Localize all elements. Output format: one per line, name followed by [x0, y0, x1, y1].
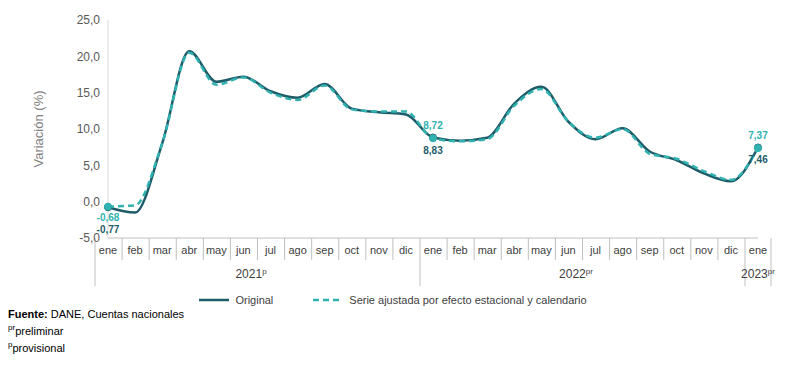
- svg-text:8,83: 8,83: [423, 145, 443, 156]
- svg-text:ene: ene: [424, 244, 442, 256]
- svg-text:abr: abr: [181, 244, 197, 256]
- svg-text:Variación (%): Variación (%): [31, 90, 46, 167]
- svg-text:oct: oct: [344, 244, 359, 256]
- svg-text:-5,0: -5,0: [79, 231, 100, 246]
- html-text:Serie ajustada por efecto esta: Serie ajustada por efecto estacional y c…: [349, 294, 587, 306]
- svg-text:0,0: 0,0: [83, 195, 100, 209]
- svg-text:feb: feb: [452, 244, 467, 256]
- svg-text:nov: nov: [695, 244, 713, 256]
- svg-text:ene: ene: [749, 244, 767, 256]
- svg-text:jun: jun: [235, 244, 251, 256]
- html-text:pprovisional: pprovisional: [8, 339, 65, 354]
- svg-text:jun: jun: [560, 244, 576, 256]
- svg-text:ene: ene: [99, 244, 117, 256]
- svg-text:5,0: 5,0: [83, 159, 100, 173]
- svg-text:feb: feb: [127, 244, 142, 256]
- svg-text:dic: dic: [399, 244, 414, 256]
- svg-text:oct: oct: [669, 244, 684, 256]
- svg-text:sep: sep: [641, 244, 659, 256]
- svg-text:-0,68: -0,68: [97, 212, 120, 223]
- svg-text:7,37: 7,37: [748, 130, 768, 141]
- svg-text:abr: abr: [506, 244, 522, 256]
- svg-text:8,72: 8,72: [423, 120, 443, 131]
- svg-text:sep: sep: [316, 244, 334, 256]
- svg-text:-0,77: -0,77: [97, 224, 120, 235]
- svg-text:jul: jul: [589, 244, 601, 256]
- svg-text:25,0: 25,0: [77, 13, 101, 27]
- svg-text:15,0: 15,0: [77, 86, 101, 100]
- svg-text:2023pr: 2023pr: [741, 267, 775, 281]
- html-text:prpreliminar: prpreliminar: [8, 323, 64, 337]
- svg-text:ago: ago: [288, 244, 306, 256]
- svg-text:dic: dic: [724, 244, 739, 256]
- svg-text:2022pr: 2022pr: [559, 267, 593, 281]
- svg-text:10,0: 10,0: [77, 122, 101, 136]
- svg-text:20,0: 20,0: [77, 50, 101, 64]
- svg-text:2021p: 2021p: [235, 267, 267, 281]
- svg-text:nov: nov: [370, 244, 388, 256]
- svg-text:jul: jul: [264, 244, 276, 256]
- svg-text:mar: mar: [478, 244, 497, 256]
- svg-text:may: may: [206, 244, 227, 256]
- svg-text:may: may: [531, 244, 552, 256]
- html-text:Original: Original: [235, 294, 274, 306]
- svg-text:mar: mar: [153, 244, 172, 256]
- svg-text:7,46: 7,46: [748, 154, 768, 165]
- svg-text:ago: ago: [613, 244, 631, 256]
- html-text:Fuente: DANE, Cuentas nacional: Fuente: DANE, Cuentas nacionales: [8, 308, 185, 320]
